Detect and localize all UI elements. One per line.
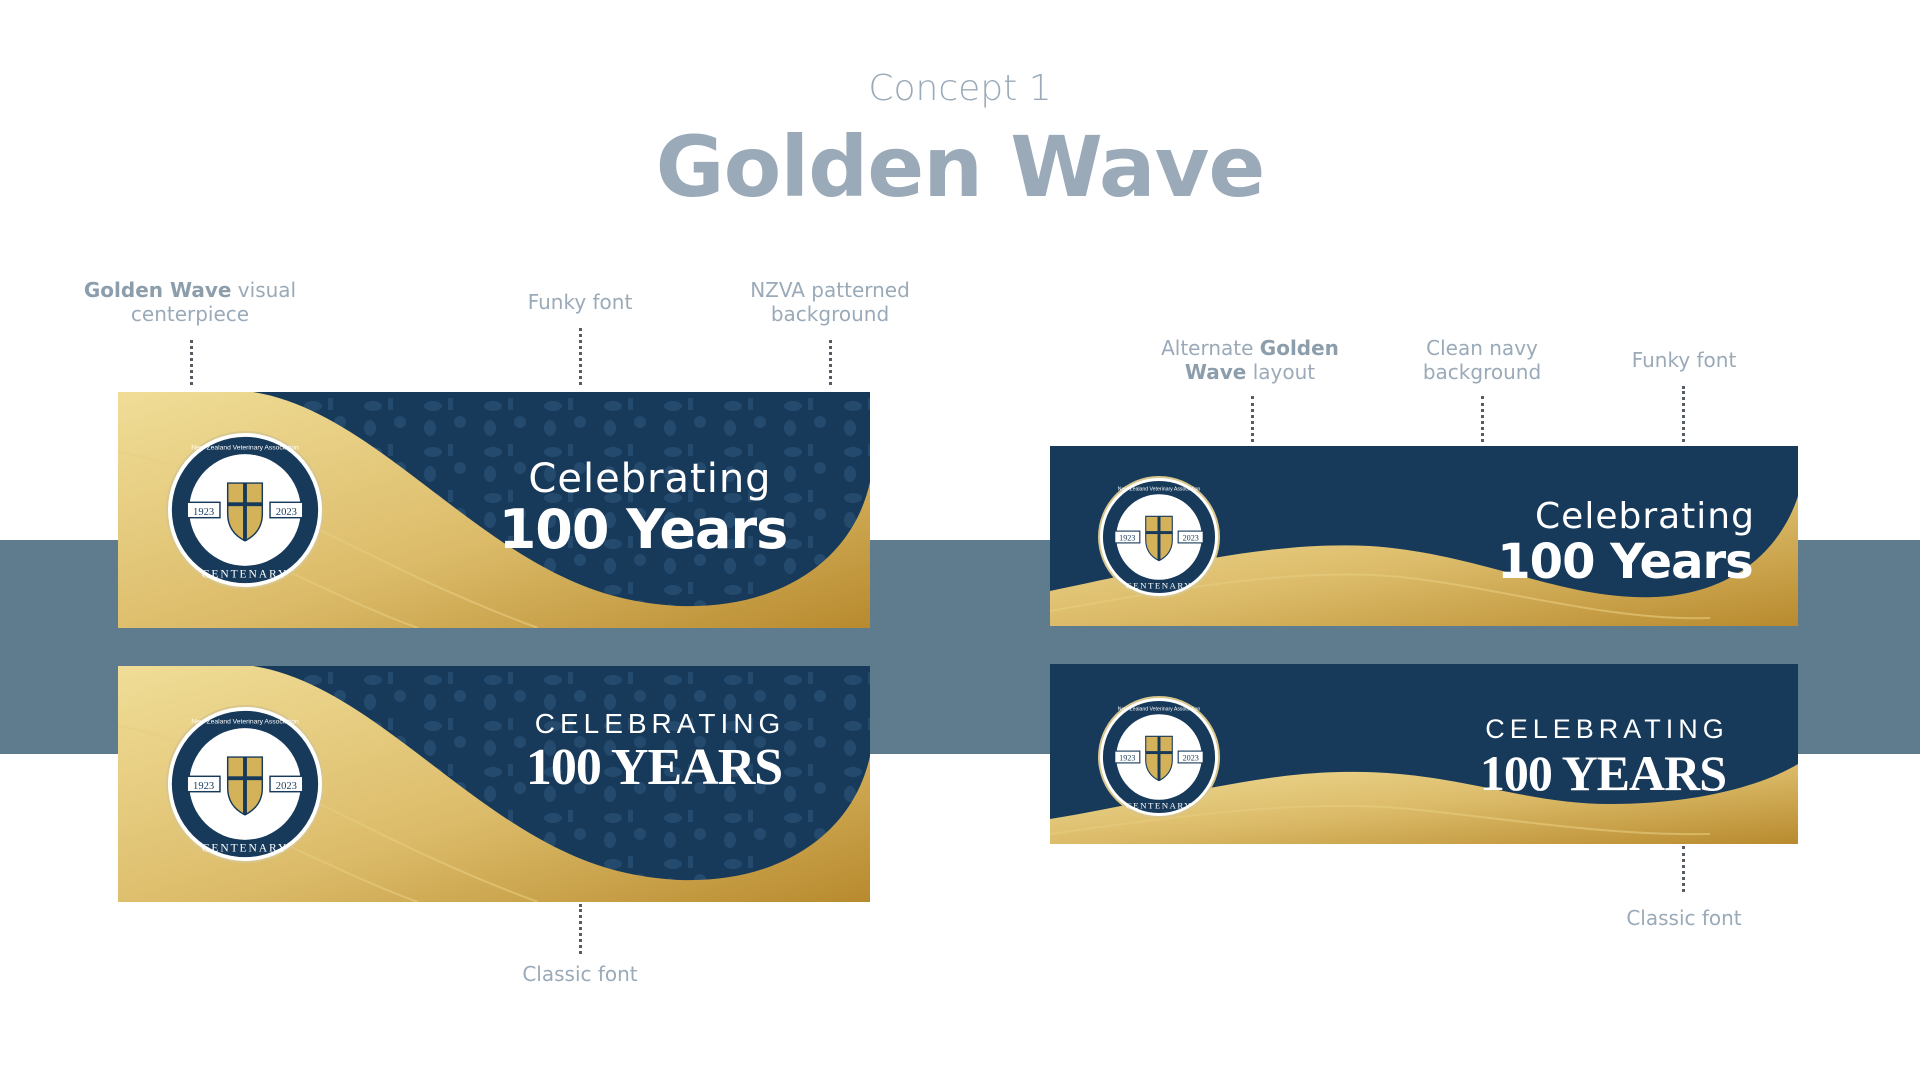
annotation-golden-wave-centerpiece: Golden Wave visual centerpiece [80, 278, 300, 327]
seal-year-end: 2023 [1183, 534, 1199, 543]
annotation-leader [1481, 396, 1484, 442]
banner-patterned-funky: 1923 2023 New Zealand Veterinary Associa… [118, 392, 870, 628]
annotation-text: Funky font [527, 290, 633, 314]
banner-navy-funky: 1923 2023 New Zealand Veterinary Associa… [1050, 446, 1798, 626]
banner-line-2: 100 Years [498, 498, 789, 561]
centenary-seal: 1923 2023 New Zealand Veterinary Associa… [168, 433, 322, 587]
centenary-seal: 1923 2023 New Zealand Veterinary Associa… [168, 707, 322, 861]
annotation-text: Clean navy [1426, 336, 1538, 360]
seal-ring-text: New Zealand Veterinary Association [1118, 487, 1201, 493]
banner-line-2: 100 YEARS [1479, 745, 1727, 801]
seal-graphic: 1923 2023 New Zealand Veterinary Associa… [1102, 700, 1216, 814]
banner-line-1: CELEBRATING [534, 708, 786, 739]
annotation-funky-font-right: Funky font [1584, 348, 1784, 372]
banner-line-1: CELEBRATING [1485, 714, 1729, 744]
seal-year-end: 2023 [276, 507, 297, 518]
annotation-leader [579, 328, 582, 385]
annotation-leader [1682, 386, 1685, 442]
annotation-funky-font-left: Funky font [480, 290, 680, 314]
seal-label: CENTENARY [202, 842, 289, 854]
seal-graphic: 1923 2023 New Zealand Veterinary Associa… [1102, 480, 1216, 594]
annotation-classic-font-right: Classic font [1584, 906, 1784, 930]
seal-graphic: 1923 2023 New Zealand Veterinary Associa… [171, 436, 319, 584]
annotation-clean-navy: Clean navy background [1372, 336, 1592, 385]
seal-year-end: 2023 [1183, 754, 1199, 763]
annotation-text: background [1422, 360, 1542, 385]
annotation-patterned-background: NZVA patterned background [720, 278, 940, 327]
seal-year-start: 1923 [193, 507, 214, 518]
banner-patterned-classic: 1923 2023 New Zealand Veterinary Associa… [118, 666, 870, 902]
annotation-bold-text: Golden [1259, 336, 1339, 360]
seal-graphic: 1923 2023 New Zealand Veterinary Associa… [171, 710, 319, 858]
seal-ring-text: New Zealand Veterinary Association [1118, 707, 1201, 713]
seal-label: CENTENARY [1126, 581, 1192, 591]
annotation-text: Alternate [1161, 336, 1260, 360]
concept-title: Golden Wave [655, 118, 1266, 216]
annotation-classic-font-left: Classic font [480, 962, 680, 986]
banner-background [118, 666, 870, 902]
banner-navy-classic: 1923 2023 New Zealand Veterinary Associa… [1050, 664, 1798, 844]
banner-line-1: Celebrating [528, 456, 772, 502]
banner-line-2: 100 Years [1497, 534, 1753, 590]
seal-year-start: 1923 [1119, 534, 1135, 543]
banner-line-2: 100 YEARS [525, 739, 783, 796]
annotation-text: NZVA patterned [750, 278, 910, 302]
annotation-text: Funky font [1631, 348, 1737, 372]
annotation-leader [1251, 396, 1254, 442]
annotation-leader [829, 340, 832, 385]
seal-year-start: 1923 [193, 781, 214, 792]
seal-year-start: 1923 [1119, 754, 1135, 763]
annotation-text: visual [231, 278, 297, 302]
concept-label: Concept 1 [868, 68, 1052, 109]
annotation-leader [579, 904, 582, 954]
centenary-seal: 1923 2023 New Zealand Veterinary Associa… [1100, 478, 1218, 596]
seal-year-end: 2023 [276, 781, 297, 792]
banner-background [118, 392, 870, 628]
annotation-text: background [770, 302, 890, 327]
banner-line-1: Celebrating [1535, 496, 1755, 537]
seal-label: CENTENARY [1126, 801, 1192, 811]
seal-label: CENTENARY [202, 568, 289, 580]
annotation-leader [1682, 846, 1685, 892]
annotation-bold-text: Wave [1184, 360, 1247, 385]
annotation-text: centerpiece [130, 302, 250, 327]
seal-ring-text: New Zealand Veterinary Association [191, 444, 299, 451]
annotation-text: Classic font [1626, 906, 1742, 930]
centenary-seal: 1923 2023 New Zealand Veterinary Associa… [1100, 698, 1218, 816]
annotation-text: Classic font [522, 962, 638, 986]
seal-ring-text: New Zealand Veterinary Association [191, 718, 299, 725]
annotation-alternate-layout: Alternate Golden Wave layout [1140, 336, 1360, 385]
annotation-text: layout [1246, 360, 1316, 385]
annotation-leader [190, 340, 193, 385]
annotation-bold-text: Golden Wave [83, 278, 232, 302]
